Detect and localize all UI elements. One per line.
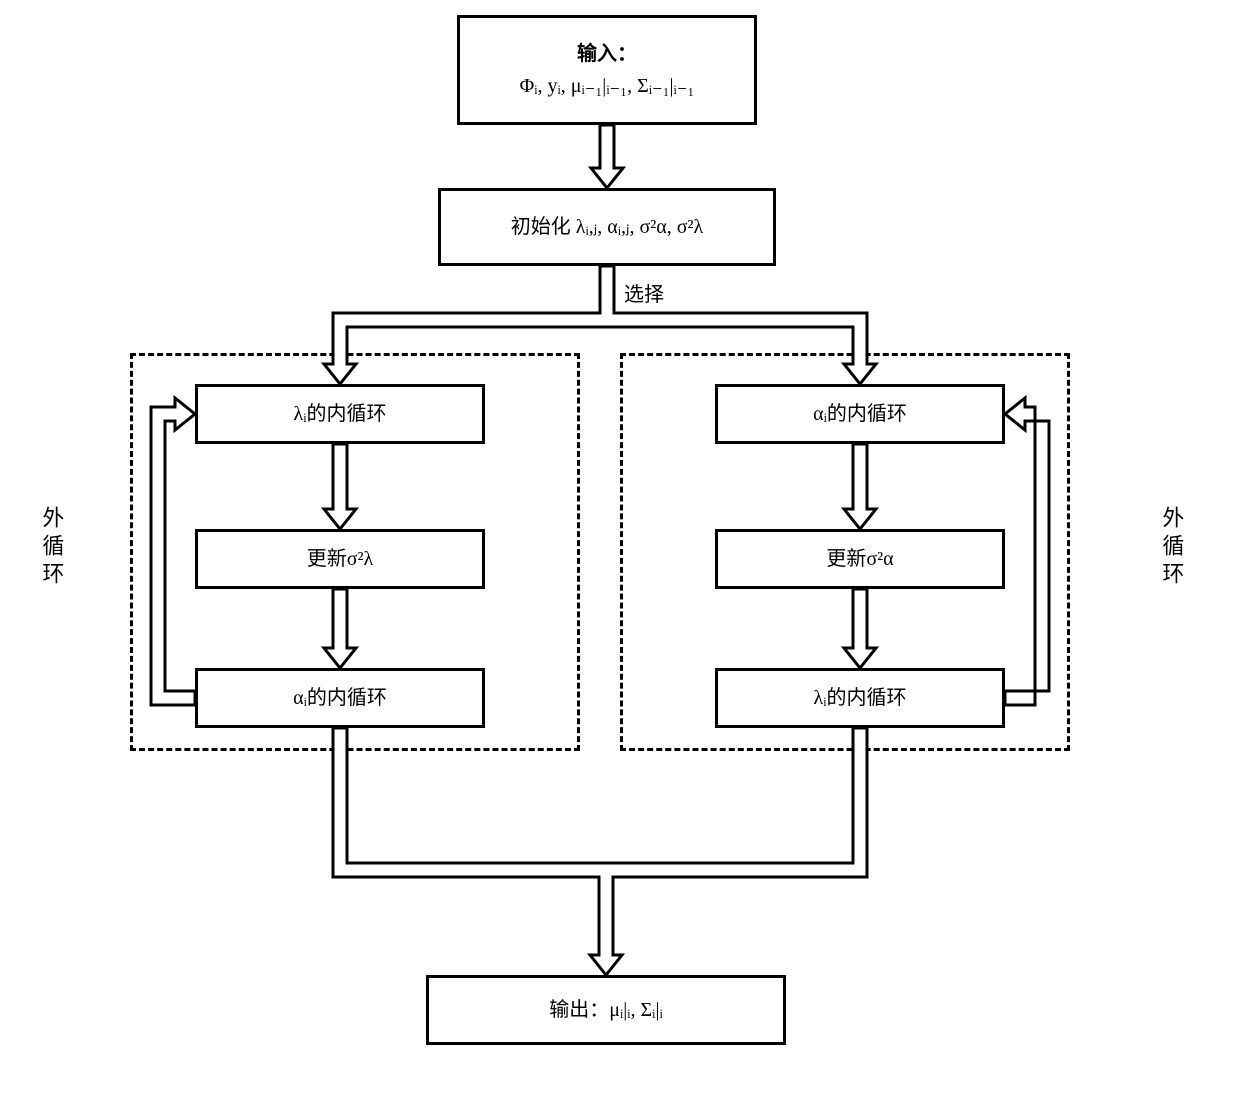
- right-step-1: αᵢ的内循环: [715, 384, 1005, 444]
- output-box: 输出：μᵢ|ᵢ, Σᵢ|ᵢ: [426, 975, 786, 1045]
- left-step-1: λᵢ的内循环: [195, 384, 485, 444]
- right-step-3-text: λᵢ的内循环: [814, 682, 907, 714]
- outer-loop-label-left: 外循环: [38, 506, 64, 590]
- select-label: 选择: [624, 278, 664, 307]
- outer-loop-label-right: 外循环: [1158, 506, 1184, 590]
- right-step-2-text: 更新σ²α: [826, 543, 893, 575]
- left-step-3-text: αᵢ的内循环: [293, 682, 387, 714]
- input-line1: 输入：: [577, 38, 637, 70]
- init-box: 初始化 λᵢ,ⱼ, αᵢ,ⱼ, σ²α, σ²λ: [438, 188, 776, 266]
- left-step-2-text: 更新σ²λ: [307, 543, 373, 575]
- right-step-2: 更新σ²α: [715, 529, 1005, 589]
- left-step-2: 更新σ²λ: [195, 529, 485, 589]
- right-step-3: λᵢ的内循环: [715, 668, 1005, 728]
- input-box: 输入： Φᵢ, yᵢ, μᵢ₋₁|ᵢ₋₁, Σᵢ₋₁|ᵢ₋₁: [457, 15, 757, 125]
- input-line2: Φᵢ, yᵢ, μᵢ₋₁|ᵢ₋₁, Σᵢ₋₁|ᵢ₋₁: [520, 70, 695, 102]
- left-step-1-text: λᵢ的内循环: [294, 398, 387, 430]
- output-text: 输出：μᵢ|ᵢ, Σᵢ|ᵢ: [549, 994, 662, 1026]
- left-step-3: αᵢ的内循环: [195, 668, 485, 728]
- init-text: 初始化 λᵢ,ⱼ, αᵢ,ⱼ, σ²α, σ²λ: [511, 211, 703, 243]
- right-step-1-text: αᵢ的内循环: [813, 398, 907, 430]
